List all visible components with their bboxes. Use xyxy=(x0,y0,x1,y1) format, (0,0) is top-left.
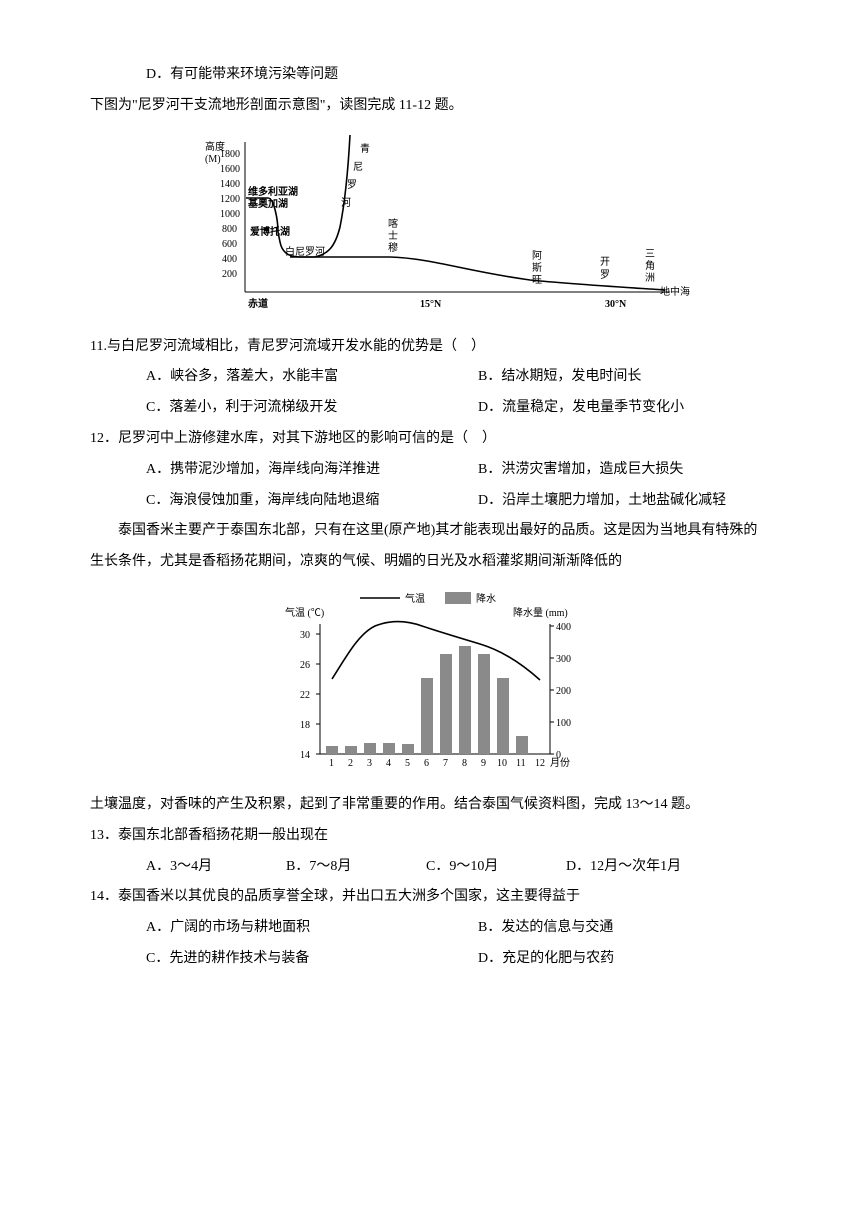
svg-text:阿: 阿 xyxy=(532,250,542,262)
svg-text:洲: 洲 xyxy=(645,272,655,284)
svg-text:7: 7 xyxy=(443,758,448,769)
svg-text:月份: 月份 xyxy=(550,757,570,769)
svg-text:1800: 1800 xyxy=(220,149,240,160)
svg-text:4: 4 xyxy=(386,758,391,769)
q12-b: B．洪涝灾害增加，造成巨大损失 xyxy=(478,455,770,486)
svg-text:喀: 喀 xyxy=(388,217,398,230)
svg-text:青: 青 xyxy=(360,142,370,155)
svg-text:3: 3 xyxy=(367,758,372,769)
svg-text:10: 10 xyxy=(497,758,507,769)
svg-text:开: 开 xyxy=(600,257,610,268)
q14-row2: C．先进的耕作技术与装备 D．充足的化肥与农药 xyxy=(90,944,770,975)
svg-text:200: 200 xyxy=(222,269,237,280)
q13-options: A．3～4月 B．7～8月 C．9～10月 D．12月～次年1月 xyxy=(90,852,770,883)
q13-b: B．7～8月 xyxy=(286,852,426,883)
q13-c: C．9～10月 xyxy=(426,852,566,883)
svg-text:赤道: 赤道 xyxy=(248,297,268,310)
climate-chart: 气温 降水 气温 (℃) 降水量 (mm) 14 18 22 26 30 0 1… xyxy=(250,584,610,784)
q13-stem: 13．泰国东北部香稻扬花期一般出现在 xyxy=(90,821,770,852)
svg-text:1: 1 xyxy=(329,758,334,769)
svg-text:18: 18 xyxy=(300,720,310,731)
q14-a: A．广阔的市场与耕地面积 xyxy=(146,913,438,944)
q12-a: A．携带泥沙增加，海岸线向海洋推进 xyxy=(146,455,438,486)
svg-text:1400: 1400 xyxy=(220,179,240,190)
svg-text:维多利亚湖: 维多利亚湖 xyxy=(248,185,298,198)
q11-d: D．流量稳定，发电量季节变化小 xyxy=(478,393,770,424)
svg-text:基奥加湖: 基奥加湖 xyxy=(247,197,288,210)
svg-text:5: 5 xyxy=(405,758,410,769)
q12-stem: 12．尼罗河中上游修建水库，对其下游地区的影响可信的是（ ） xyxy=(90,424,770,455)
svg-text:600: 600 xyxy=(222,239,237,250)
q12-c: C．海浪侵蚀加重，海岸线向陆地退缩 xyxy=(146,486,438,517)
svg-text:6: 6 xyxy=(424,758,429,769)
svg-text:三: 三 xyxy=(645,249,655,260)
q11-row1: A．峡谷多，落差大，水能丰富 B．结冰期短，发电时间长 xyxy=(90,362,770,393)
q11-stem: 11.与白尼罗河流域相比，青尼罗河流域开发水能的优势是（ ） xyxy=(90,332,770,363)
thai-passage-1: 泰国香米主要产于泰国东北部，只有在这里(原产地)其才能表现出最好的品质。这是因为… xyxy=(90,516,770,578)
svg-text:气温: 气温 xyxy=(405,592,425,605)
svg-text:角: 角 xyxy=(645,260,655,272)
q13-a: A．3～4月 xyxy=(146,852,286,883)
q14-d: D．充足的化肥与农药 xyxy=(478,944,770,975)
svg-text:白尼罗河: 白尼罗河 xyxy=(285,245,325,258)
svg-text:400: 400 xyxy=(556,622,571,633)
q14-c: C．先进的耕作技术与装备 xyxy=(146,944,438,975)
svg-text:降水量 (mm): 降水量 (mm) xyxy=(513,606,568,619)
svg-text:12: 12 xyxy=(535,758,545,769)
svg-text:1000: 1000 xyxy=(220,209,240,220)
q14-b: B．发达的信息与交通 xyxy=(478,913,770,944)
svg-text:穆: 穆 xyxy=(388,241,398,254)
option-d-prev: D．有可能带来环境污染等问题 xyxy=(90,60,770,91)
svg-text:30°N: 30°N xyxy=(605,299,627,310)
svg-text:地中海: 地中海 xyxy=(660,285,690,298)
thai-passage-2: 土壤温度，对香味的产生及积累，起到了非常重要的作用。结合泰国气候资料图，完成 1… xyxy=(90,790,770,821)
q11-b: B．结冰期短，发电时间长 xyxy=(478,362,770,393)
svg-text:河: 河 xyxy=(341,197,351,209)
svg-text:100: 100 xyxy=(556,718,571,729)
q11-row2: C．落差小，利于河流梯级开发 D．流量稳定，发电量季节变化小 xyxy=(90,393,770,424)
svg-text:旺: 旺 xyxy=(532,275,542,286)
y-label-unit: (M) xyxy=(205,154,221,165)
svg-text:爱博托湖: 爱博托湖 xyxy=(250,225,290,238)
svg-text:15°N: 15°N xyxy=(420,299,442,310)
svg-text:斯: 斯 xyxy=(532,261,542,274)
q12-row2: C．海浪侵蚀加重，海岸线向陆地退缩 D．沿岸土壤肥力增加，土地盐碱化减轻 xyxy=(90,486,770,517)
svg-text:14: 14 xyxy=(300,750,310,761)
q11-c: C．落差小，利于河流梯级开发 xyxy=(146,393,438,424)
svg-text:26: 26 xyxy=(300,660,310,671)
svg-text:降水: 降水 xyxy=(476,592,496,605)
svg-text:30: 30 xyxy=(300,630,310,641)
svg-text:400: 400 xyxy=(222,254,237,265)
q14-row1: A．广阔的市场与耕地面积 B．发达的信息与交通 xyxy=(90,913,770,944)
q11-a: A．峡谷多，落差大，水能丰富 xyxy=(146,362,438,393)
svg-text:1200: 1200 xyxy=(220,194,240,205)
svg-text:800: 800 xyxy=(222,224,237,235)
q13-d: D．12月～次年1月 xyxy=(566,852,736,883)
svg-text:气温 (℃): 气温 (℃) xyxy=(285,606,324,619)
svg-text:2: 2 xyxy=(348,758,353,769)
svg-text:200: 200 xyxy=(556,686,571,697)
svg-text:300: 300 xyxy=(556,654,571,665)
svg-text:11: 11 xyxy=(516,758,526,769)
svg-text:8: 8 xyxy=(462,758,467,769)
precip-bars xyxy=(326,646,528,754)
svg-text:罗: 罗 xyxy=(600,269,610,281)
q12-d: D．沿岸土壤肥力增加，土地盐碱化减轻 xyxy=(478,486,770,517)
svg-text:9: 9 xyxy=(481,758,486,769)
nile-profile-diagram: 高度 (M) 1800 1600 1400 1200 1000 800 600 … xyxy=(170,132,690,322)
svg-text:罗: 罗 xyxy=(347,179,357,191)
svg-text:士: 士 xyxy=(388,229,398,242)
q12-row1: A．携带泥沙增加，海岸线向海洋推进 B．洪涝灾害增加，造成巨大损失 xyxy=(90,455,770,486)
svg-text:22: 22 xyxy=(300,690,310,701)
svg-text:1600: 1600 xyxy=(220,164,240,175)
intro-11-12: 下图为"尼罗河干支流地形剖面示意图"，读图完成 11-12 题。 xyxy=(90,91,770,122)
x-months: 123 456 789 101112 xyxy=(329,758,545,769)
q14-stem: 14．泰国香米以其优良的品质享誉全球，并出口五大洲多个国家，这主要得益于 xyxy=(90,882,770,913)
y-ticks: 1800 1600 1400 1200 1000 800 600 400 200 xyxy=(220,149,240,280)
svg-text:尼: 尼 xyxy=(353,161,363,173)
